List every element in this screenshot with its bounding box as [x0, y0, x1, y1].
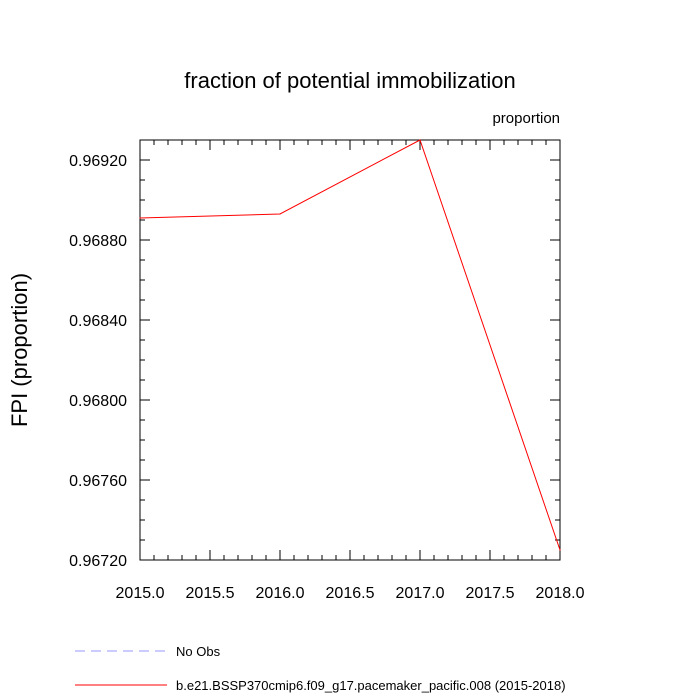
x-tick-label: 2016.5	[326, 585, 375, 602]
x-axis: 2015.0 2015.5 2016.0 2016.5 2017.0 2017.5 2018…	[116, 140, 585, 602]
y-axis: 0.96720 0.96760 0.96800 0.96840 0.96880 0.969…	[69, 139, 560, 570]
x-tick-label: 2017.0	[396, 585, 445, 602]
y-tick-label: 0.96880	[69, 233, 127, 250]
data-point	[139, 217, 141, 219]
chart-title: fraction of potential immobilization	[184, 68, 515, 93]
data-point	[559, 549, 561, 551]
data-point	[279, 213, 281, 215]
y-tick-label: 0.96800	[69, 393, 127, 410]
legend: No Obs b.e21.BSSP370cmip6.f09_g17.pacemak…	[75, 644, 566, 693]
data-point	[419, 139, 421, 141]
x-tick-label: 2018.0	[536, 585, 585, 602]
series-layer	[139, 139, 561, 551]
y-tick-label: 0.96920	[69, 153, 127, 170]
x-tick-label: 2017.5	[466, 585, 515, 602]
legend-label: b.e21.BSSP370cmip6.f09_g17.pacemaker_pac…	[176, 678, 566, 693]
units-label: proportion	[492, 110, 560, 127]
plot-frame	[139, 139, 561, 561]
x-tick-label: 2016.0	[256, 585, 305, 602]
x-tick-label: 2015.5	[186, 585, 235, 602]
y-tick-label: 0.96760	[69, 473, 127, 490]
series-line	[139, 139, 561, 551]
y-tick-label: 0.96840	[69, 313, 127, 330]
legend-label: No Obs	[176, 644, 221, 659]
y-tick-label: 0.96720	[69, 553, 127, 570]
x-tick-label: 2015.0	[116, 585, 165, 602]
y-axis-label: FPI (proportion)	[7, 273, 32, 427]
